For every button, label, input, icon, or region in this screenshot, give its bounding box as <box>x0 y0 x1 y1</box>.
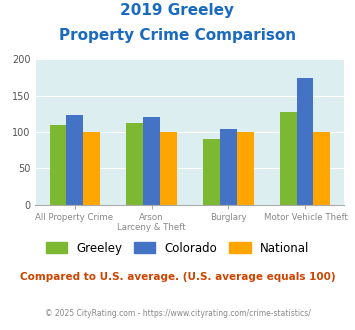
Bar <box>237 132 253 205</box>
Text: All Property Crime: All Property Crime <box>35 213 113 222</box>
Bar <box>313 132 330 205</box>
Bar <box>66 115 83 205</box>
Bar <box>280 113 296 205</box>
Bar <box>50 125 66 205</box>
Bar <box>296 78 313 205</box>
Text: Motor Vehicle Theft: Motor Vehicle Theft <box>264 213 348 222</box>
Bar <box>126 122 143 205</box>
Text: Larceny & Theft: Larceny & Theft <box>117 223 186 232</box>
Text: 2019 Greeley: 2019 Greeley <box>120 3 235 18</box>
Bar <box>203 139 220 205</box>
Legend: Greeley, Colorado, National: Greeley, Colorado, National <box>41 237 314 259</box>
Bar <box>160 132 177 205</box>
Text: © 2025 CityRating.com - https://www.cityrating.com/crime-statistics/: © 2025 CityRating.com - https://www.city… <box>45 309 310 317</box>
Text: Property Crime Comparison: Property Crime Comparison <box>59 28 296 43</box>
Bar <box>83 132 100 205</box>
Text: Compared to U.S. average. (U.S. average equals 100): Compared to U.S. average. (U.S. average … <box>20 272 335 282</box>
Text: Burglary: Burglary <box>210 213 247 222</box>
Text: Arson: Arson <box>139 213 164 222</box>
Bar <box>220 129 237 205</box>
Bar <box>143 117 160 205</box>
